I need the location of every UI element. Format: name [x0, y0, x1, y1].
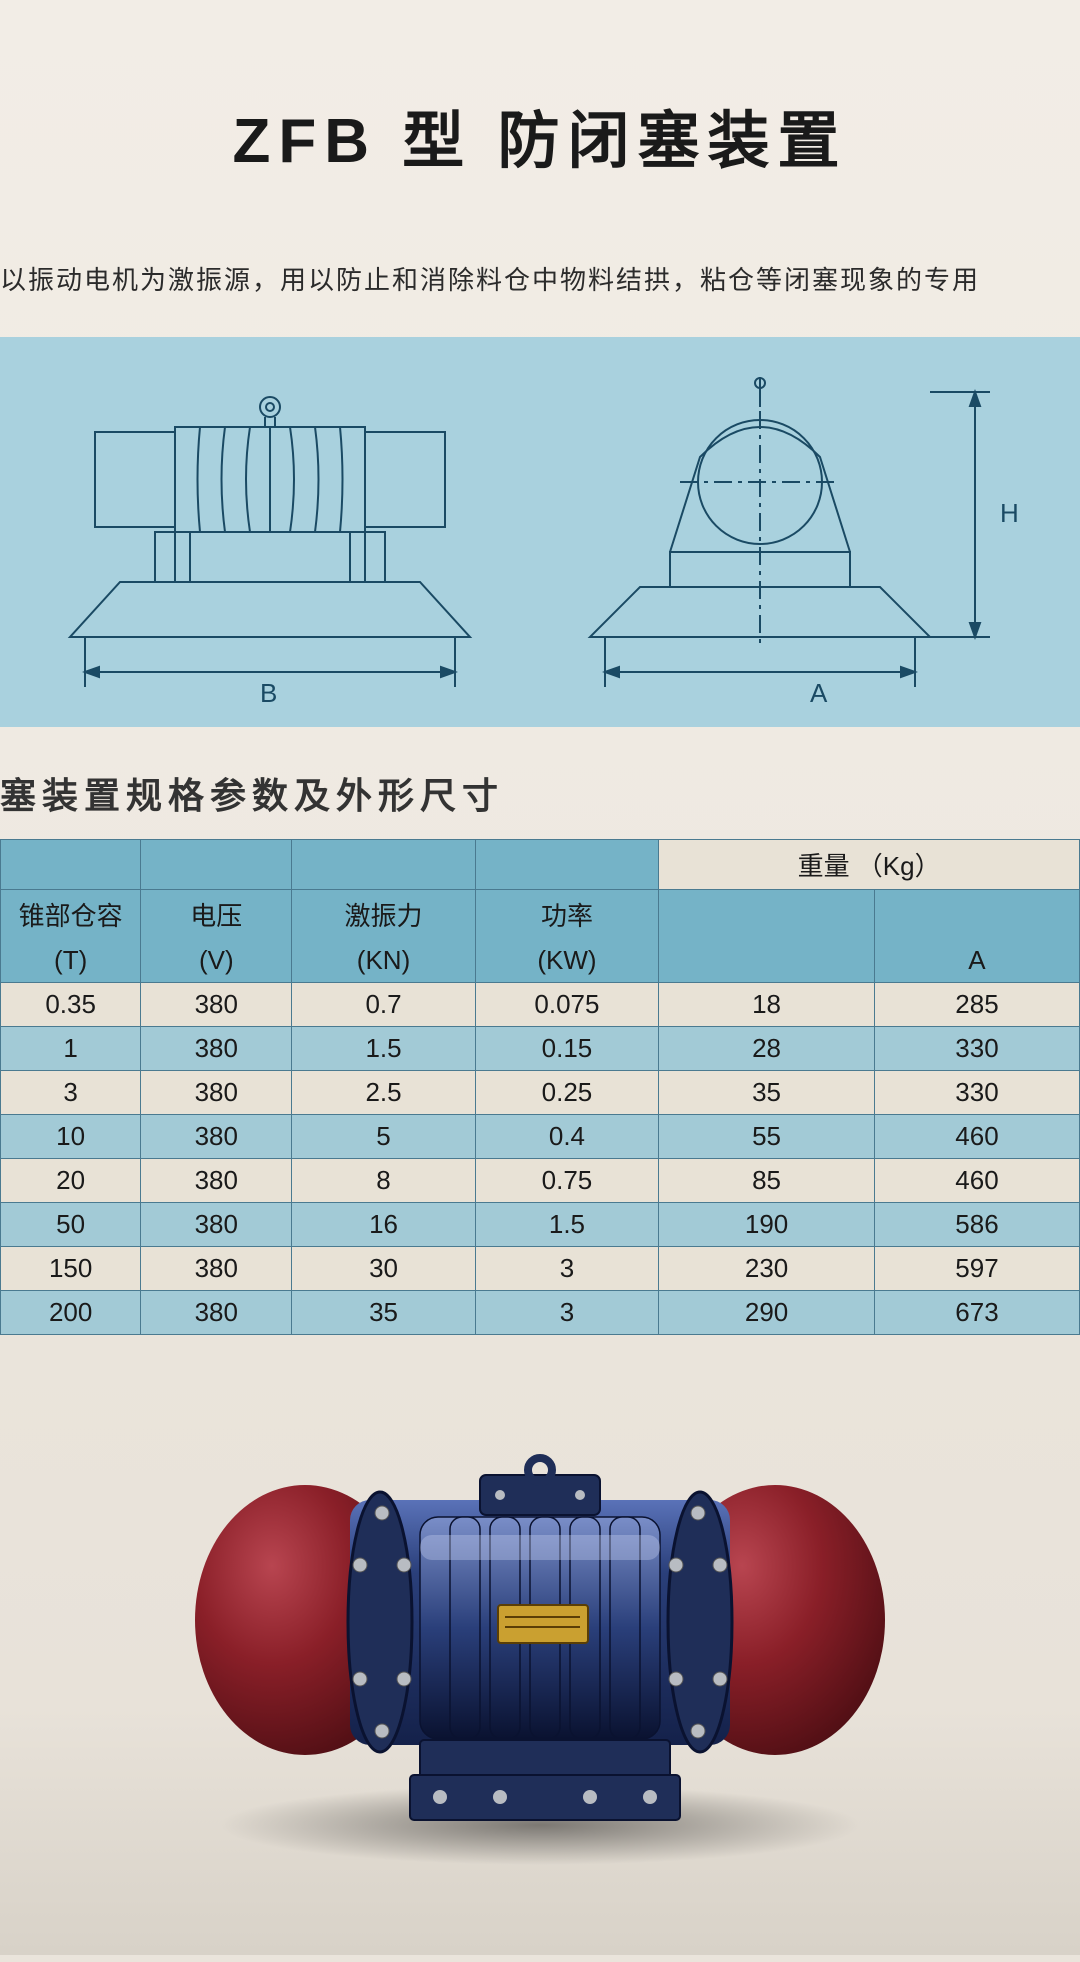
table-cell: 1	[1, 1027, 141, 1071]
table-cell: 380	[141, 1203, 292, 1247]
table-cell: 190	[659, 1203, 875, 1247]
table-cell: 0.075	[475, 983, 658, 1027]
table-row: 50380161.5190586	[1, 1203, 1080, 1247]
col-header-l2: A	[874, 939, 1079, 983]
table-cell: 1.5	[292, 1027, 475, 1071]
col-header-l2: (T)	[1, 939, 141, 983]
product-photo	[0, 1335, 1080, 1955]
header-spacer	[1, 840, 141, 890]
col-header-l2: (V)	[141, 939, 292, 983]
table-cell: 28	[659, 1027, 875, 1071]
table-cell: 290	[659, 1291, 875, 1335]
col-header-l2: (KW)	[475, 939, 658, 983]
table-cell: 5	[292, 1115, 475, 1159]
table-cell: 35	[292, 1291, 475, 1335]
table-cell: 597	[874, 1247, 1079, 1291]
diagram-svg: B H A	[0, 337, 1080, 727]
page-root: ZFB 型 防闭塞装置 以振动电机为激振源，用以防止和消除料仓中物料结拱，粘仓等…	[0, 0, 1080, 1962]
table-row: 200380353290673	[1, 1291, 1080, 1335]
table-cell: 3	[1, 1071, 141, 1115]
table-row: 150380303230597	[1, 1247, 1080, 1291]
table-cell: 380	[141, 1247, 292, 1291]
dim-label-b: B	[260, 678, 277, 708]
col-header-l1: 激振力	[292, 890, 475, 940]
col-header-l2: (KN)	[292, 939, 475, 983]
table-row: 33802.50.2535330	[1, 1071, 1080, 1115]
page-title: ZFB 型 防闭塞装置	[0, 0, 1080, 230]
motor-illustration	[150, 1405, 930, 1885]
table-cell: 2.5	[292, 1071, 475, 1115]
spec-table-wrap: 重量 （Kg）锥部仓容电压激振力功率(T)(V)(KN)(KW)A0.35380…	[0, 839, 1080, 1335]
table-cell: 460	[874, 1159, 1079, 1203]
description-text: 以振动电机为激振源，用以防止和消除料仓中物料结拱，粘仓等闭塞现象的专用	[0, 230, 1080, 337]
table-cell: 3	[475, 1247, 658, 1291]
table-cell: 330	[874, 1027, 1079, 1071]
header-spacer	[141, 840, 292, 890]
table-cell: 16	[292, 1203, 475, 1247]
table-cell: 380	[141, 1027, 292, 1071]
table-cell: 200	[1, 1291, 141, 1335]
table-cell: 0.35	[1, 983, 141, 1027]
table-cell: 0.7	[292, 983, 475, 1027]
table-title: 塞装置规格参数及外形尺寸	[0, 727, 1080, 839]
col-header-l1: 锥部仓容	[1, 890, 141, 940]
table-row: 13801.50.1528330	[1, 1027, 1080, 1071]
table-cell: 380	[141, 1291, 292, 1335]
table-cell: 18	[659, 983, 875, 1027]
col-header-l1	[874, 890, 1079, 940]
table-cell: 673	[874, 1291, 1079, 1335]
table-cell: 50	[1, 1203, 141, 1247]
table-cell: 586	[874, 1203, 1079, 1247]
table-cell: 380	[141, 983, 292, 1027]
table-row: 0.353800.70.07518285	[1, 983, 1080, 1027]
table-cell: 10	[1, 1115, 141, 1159]
col-header-l2	[659, 939, 875, 983]
table-cell: 460	[874, 1115, 1079, 1159]
table-cell: 0.25	[475, 1071, 658, 1115]
table-row: 2038080.7585460	[1, 1159, 1080, 1203]
header-spacer	[475, 840, 658, 890]
table-cell: 30	[292, 1247, 475, 1291]
table-cell: 285	[874, 983, 1079, 1027]
col-header-l1: 功率	[475, 890, 658, 940]
technical-diagram: B H A	[0, 337, 1080, 727]
table-cell: 380	[141, 1071, 292, 1115]
table-cell: 380	[141, 1159, 292, 1203]
table-cell: 8	[292, 1159, 475, 1203]
table-cell: 3	[475, 1291, 658, 1335]
table-cell: 150	[1, 1247, 141, 1291]
table-cell: 0.75	[475, 1159, 658, 1203]
header-weight: 重量 （Kg）	[659, 840, 1080, 890]
spec-table: 重量 （Kg）锥部仓容电压激振力功率(T)(V)(KN)(KW)A0.35380…	[0, 839, 1080, 1335]
col-header-l1: 电压	[141, 890, 292, 940]
dim-label-a: A	[810, 678, 828, 708]
table-cell: 20	[1, 1159, 141, 1203]
table-cell: 0.4	[475, 1115, 658, 1159]
table-row: 1038050.455460	[1, 1115, 1080, 1159]
table-cell: 35	[659, 1071, 875, 1115]
table-cell: 330	[874, 1071, 1079, 1115]
table-cell: 230	[659, 1247, 875, 1291]
header-spacer	[292, 840, 475, 890]
col-header-l1	[659, 890, 875, 940]
table-cell: 85	[659, 1159, 875, 1203]
table-cell: 55	[659, 1115, 875, 1159]
dim-label-h: H	[1000, 498, 1019, 528]
table-cell: 0.15	[475, 1027, 658, 1071]
table-cell: 380	[141, 1115, 292, 1159]
table-cell: 1.5	[475, 1203, 658, 1247]
